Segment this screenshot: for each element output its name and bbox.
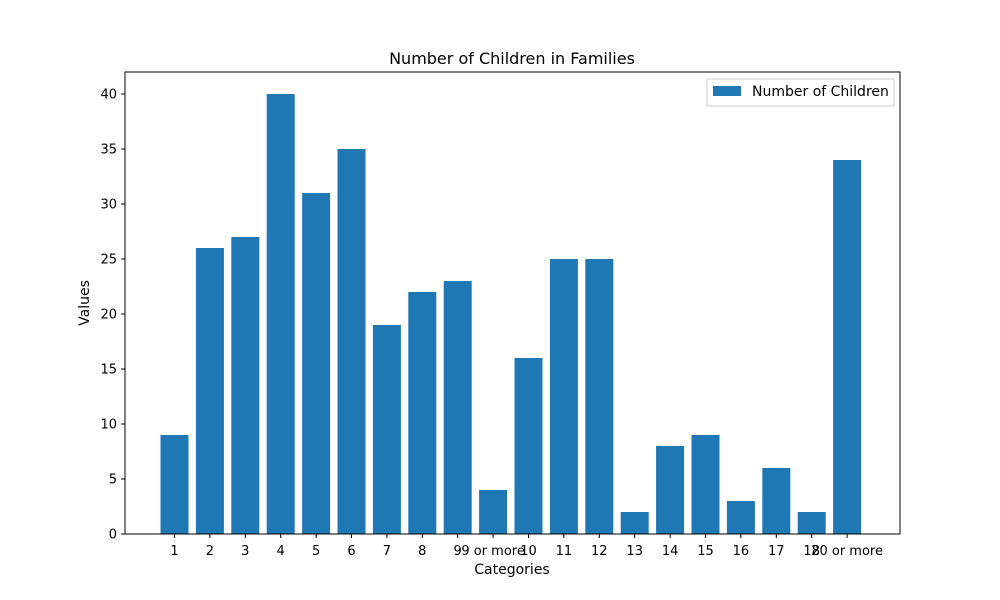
x-tick-label: 4 bbox=[277, 544, 285, 559]
bar-5 bbox=[302, 193, 331, 534]
x-tick-label: 2 bbox=[206, 544, 214, 559]
y-axis-label: Values bbox=[77, 280, 93, 326]
x-axis-label: Categories bbox=[474, 562, 549, 578]
bar-7 bbox=[372, 325, 401, 534]
chart-title: Number of Children in Families bbox=[389, 49, 635, 68]
bar-16 bbox=[726, 501, 755, 534]
bar-15 bbox=[691, 435, 720, 534]
bar-4 bbox=[266, 94, 295, 534]
x-tick-label: 20 or more bbox=[811, 544, 883, 559]
plot-frame bbox=[124, 71, 901, 535]
bar-9-or-more bbox=[479, 490, 508, 534]
y-tick-label: 5 bbox=[109, 473, 117, 488]
x-tick-label: 11 bbox=[556, 544, 573, 559]
bar-17 bbox=[762, 468, 791, 534]
x-tick-label: 9 bbox=[454, 544, 462, 559]
y-tick-label: 35 bbox=[100, 143, 117, 158]
x-tick-label: 8 bbox=[418, 544, 426, 559]
y-tick-label: 15 bbox=[100, 363, 117, 378]
y-tick-label: 40 bbox=[100, 88, 117, 103]
bar-13 bbox=[620, 512, 649, 534]
bar-20-or-more bbox=[833, 160, 862, 534]
bar-8 bbox=[408, 292, 437, 534]
x-tick-label: 13 bbox=[626, 544, 643, 559]
x-tick-label: 9 or more bbox=[461, 544, 525, 559]
y-tick-label: 25 bbox=[100, 253, 117, 268]
x-tick-label: 10 bbox=[520, 544, 537, 559]
bar-2 bbox=[195, 248, 224, 534]
x-tick-label: 15 bbox=[697, 544, 714, 559]
x-tick-label: 6 bbox=[347, 544, 355, 559]
x-tick-label: 12 bbox=[591, 544, 608, 559]
bar-3 bbox=[231, 237, 260, 534]
x-tick-label: 3 bbox=[241, 544, 249, 559]
x-tick-label: 1 bbox=[170, 544, 178, 559]
x-tick-label: 16 bbox=[733, 544, 750, 559]
x-tick-label: 18 bbox=[803, 544, 820, 559]
bar-11 bbox=[549, 259, 578, 534]
x-tick-label: 14 bbox=[662, 544, 679, 559]
bar-14 bbox=[656, 446, 685, 534]
y-tick-label: 20 bbox=[100, 308, 117, 323]
bar-6 bbox=[337, 149, 366, 534]
x-tick-label: 17 bbox=[768, 544, 785, 559]
y-tick-label: 30 bbox=[100, 198, 117, 213]
bar-10 bbox=[514, 358, 543, 534]
x-tick-label: 5 bbox=[312, 544, 320, 559]
legend-label: Number of Children bbox=[752, 84, 889, 100]
x-tick-label: 7 bbox=[383, 544, 391, 559]
bar-1 bbox=[160, 435, 189, 534]
y-tick-label: 10 bbox=[100, 418, 117, 433]
legend-swatch bbox=[713, 86, 741, 96]
legend: Number of Children bbox=[706, 78, 895, 107]
bar-12 bbox=[585, 259, 614, 534]
bar-9 bbox=[443, 281, 472, 534]
bar-18 bbox=[797, 512, 826, 534]
y-tick-label: 0 bbox=[109, 528, 117, 543]
